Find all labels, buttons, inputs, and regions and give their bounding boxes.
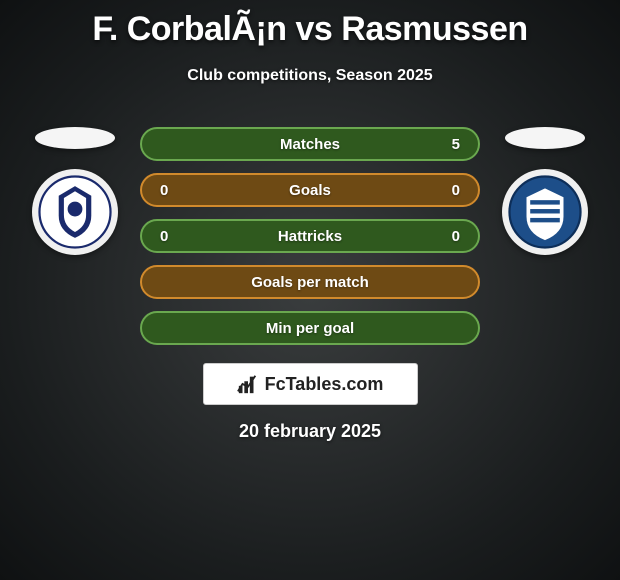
- stat-label: Min per goal: [200, 320, 420, 337]
- stat-row: Min per goal: [140, 311, 480, 345]
- left-player-column: [20, 127, 130, 255]
- date-text: 20 february 2025: [0, 421, 620, 442]
- stat-left-value: 0: [160, 182, 200, 199]
- stat-label: Goals: [200, 182, 420, 199]
- stat-label: Hattricks: [200, 228, 420, 245]
- stat-right-value: 5: [420, 136, 460, 153]
- attribution-text: FcTables.com: [265, 374, 384, 395]
- stat-row: Goals per match: [140, 265, 480, 299]
- left-country-flag: [35, 127, 115, 149]
- left-club-badge: [32, 169, 118, 255]
- stat-row: Matches5: [140, 127, 480, 161]
- stats-column: Matches50Goals00Hattricks0Goals per matc…: [140, 127, 480, 345]
- stat-right-value: 0: [420, 182, 460, 199]
- stat-row: 0Hattricks0: [140, 219, 480, 253]
- page-title: F. CorbalÃ¡n vs Rasmussen: [0, 10, 620, 49]
- bar-chart-icon: [237, 373, 259, 395]
- stat-row: 0Goals0: [140, 173, 480, 207]
- right-club-badge: [502, 169, 588, 255]
- shield-icon: [508, 175, 582, 249]
- right-country-flag: [505, 127, 585, 149]
- page-subtitle: Club competitions, Season 2025: [0, 67, 620, 85]
- stat-left-value: 0: [160, 228, 200, 245]
- right-player-column: [490, 127, 600, 255]
- stat-label: Matches: [200, 136, 420, 153]
- attribution-box: FcTables.com: [203, 363, 418, 405]
- comparison-card: F. CorbalÃ¡n vs Rasmussen Club competiti…: [0, 0, 620, 442]
- stat-right-value: 0: [420, 228, 460, 245]
- content-row: Matches50Goals00Hattricks0Goals per matc…: [0, 127, 620, 345]
- shield-icon: [38, 175, 112, 249]
- stat-label: Goals per match: [200, 274, 420, 291]
